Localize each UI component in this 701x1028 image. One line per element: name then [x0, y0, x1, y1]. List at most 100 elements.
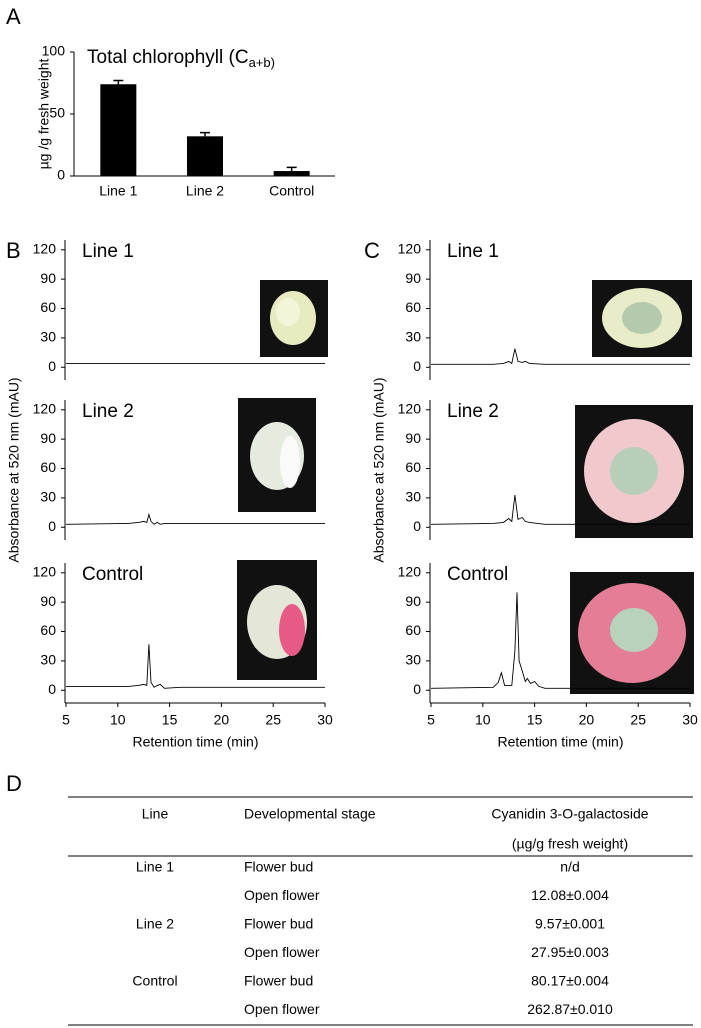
y-tick-label: 90: [405, 270, 421, 286]
table-cell: Open flower: [244, 944, 320, 960]
chromatogram: [430, 494, 690, 525]
x-tick-label: 10: [110, 712, 126, 728]
x-tick-label: 25: [630, 712, 646, 728]
y-tick-label: 90: [40, 270, 56, 286]
table-cell: Flower bud: [244, 916, 313, 932]
photo: [260, 280, 328, 357]
y-tick-label: 90: [40, 430, 56, 446]
table-cell: 9.57±0.001: [535, 916, 605, 932]
table-cell: Line 2: [136, 916, 174, 932]
error-bar: [200, 131, 210, 137]
chromatogram: [431, 348, 690, 365]
error-bar: [113, 79, 124, 85]
table-header: Cyanidin 3-O-galactoside: [491, 806, 648, 822]
x-tick-label: 30: [317, 712, 333, 728]
panel-title: Line 1: [447, 241, 499, 262]
x-tick-label: Control: [269, 183, 314, 199]
table-cell: Open flower: [244, 1001, 320, 1017]
y-tick-label: 0: [57, 167, 65, 183]
chromatogram: [430, 592, 690, 689]
panel-title: Line 1: [82, 241, 134, 262]
y-axis-label: µg /g fresh weight: [36, 58, 52, 169]
table-cell: Control: [132, 973, 177, 989]
chart-title: Total chlorophyll (Ca+b): [87, 47, 275, 70]
y-tick-label: 0: [413, 358, 421, 374]
chromatogram: [65, 512, 325, 525]
y-tick-label: 120: [398, 400, 422, 416]
table-cell: Flower bud: [244, 859, 313, 875]
y-tick-label: 90: [405, 593, 421, 609]
y-tick-label: 30: [405, 329, 421, 345]
panel-label: D: [6, 771, 22, 796]
table-header: Line: [142, 806, 169, 822]
table-cell: 80.17±0.004: [531, 973, 609, 989]
panel-label: B: [6, 238, 21, 263]
table-cell: Open flower: [244, 887, 320, 903]
y-tick-label: 30: [405, 489, 421, 505]
x-tick-label: 25: [265, 712, 281, 728]
panel-title: Control: [447, 564, 508, 585]
x-tick-label: 20: [214, 712, 230, 728]
y-tick-label: 0: [48, 358, 56, 374]
table-cell: 12.08±0.004: [531, 887, 609, 903]
table-cell: 262.87±0.010: [527, 1001, 613, 1017]
title-subscript: a+b): [249, 55, 275, 70]
y-tick-label: 90: [405, 430, 421, 446]
panel-title: Line 2: [82, 401, 134, 422]
y-tick-label: 0: [48, 681, 56, 697]
y-tick-label: 0: [413, 518, 421, 534]
table-cell: 27.95±0.003: [531, 944, 609, 960]
table-cell: n/d: [560, 859, 579, 875]
x-tick-label: 5: [62, 712, 70, 728]
photo: [575, 405, 693, 538]
y-tick-label: 120: [398, 563, 422, 579]
y-tick-label: 0: [413, 681, 421, 697]
photo: [570, 572, 694, 694]
photo: [592, 280, 692, 357]
y-tick-label: 30: [405, 652, 421, 668]
x-tick-label: 20: [579, 712, 595, 728]
y-tick-label: 60: [40, 299, 56, 315]
table-header: Developmental stage: [244, 806, 376, 822]
y-tick-label: 60: [405, 299, 421, 315]
y-tick-label: 60: [405, 459, 421, 475]
photo: [237, 560, 317, 680]
x-tick-label: 15: [527, 712, 543, 728]
x-axis-label: Retention time (min): [497, 734, 623, 750]
y-tick-label: 60: [405, 622, 421, 638]
y-axis-label: Absorbance at 520 nm (mAU): [6, 377, 22, 562]
bar: [273, 171, 310, 176]
bar: [100, 84, 137, 176]
panel-label: C: [364, 238, 380, 263]
y-tick-label: 50: [49, 105, 65, 121]
chromatogram: [66, 644, 325, 689]
y-tick-label: 120: [398, 240, 422, 256]
title-text: Total chlorophyll (C: [87, 47, 249, 68]
x-tick-label: 30: [682, 712, 698, 728]
table-header: (µg/g fresh weight): [512, 836, 628, 852]
y-tick-label: 60: [40, 459, 56, 475]
x-tick-label: Line 1: [99, 183, 137, 199]
error-bar: [286, 166, 297, 172]
y-tick-label: 100: [42, 43, 66, 59]
y-tick-label: 60: [40, 622, 56, 638]
y-tick-label: 120: [33, 240, 57, 256]
bar: [187, 136, 223, 176]
x-tick-label: 15: [162, 712, 178, 728]
x-tick-label: Line 2: [186, 183, 224, 199]
photo: [238, 398, 316, 512]
x-axis-label: Retention time (min): [132, 734, 258, 750]
y-tick-label: 30: [40, 329, 56, 345]
table-cell: Flower bud: [244, 973, 313, 989]
panel-title: Control: [82, 564, 143, 585]
y-tick-label: 90: [40, 593, 56, 609]
x-tick-label: 5: [427, 712, 435, 728]
table-cell: Line 1: [136, 859, 174, 875]
x-tick-label: 10: [475, 712, 491, 728]
y-tick-label: 30: [40, 489, 56, 505]
y-tick-label: 0: [48, 518, 56, 534]
y-tick-label: 120: [33, 563, 57, 579]
y-axis-label: Absorbance at 520 nm (mAU): [371, 377, 387, 562]
